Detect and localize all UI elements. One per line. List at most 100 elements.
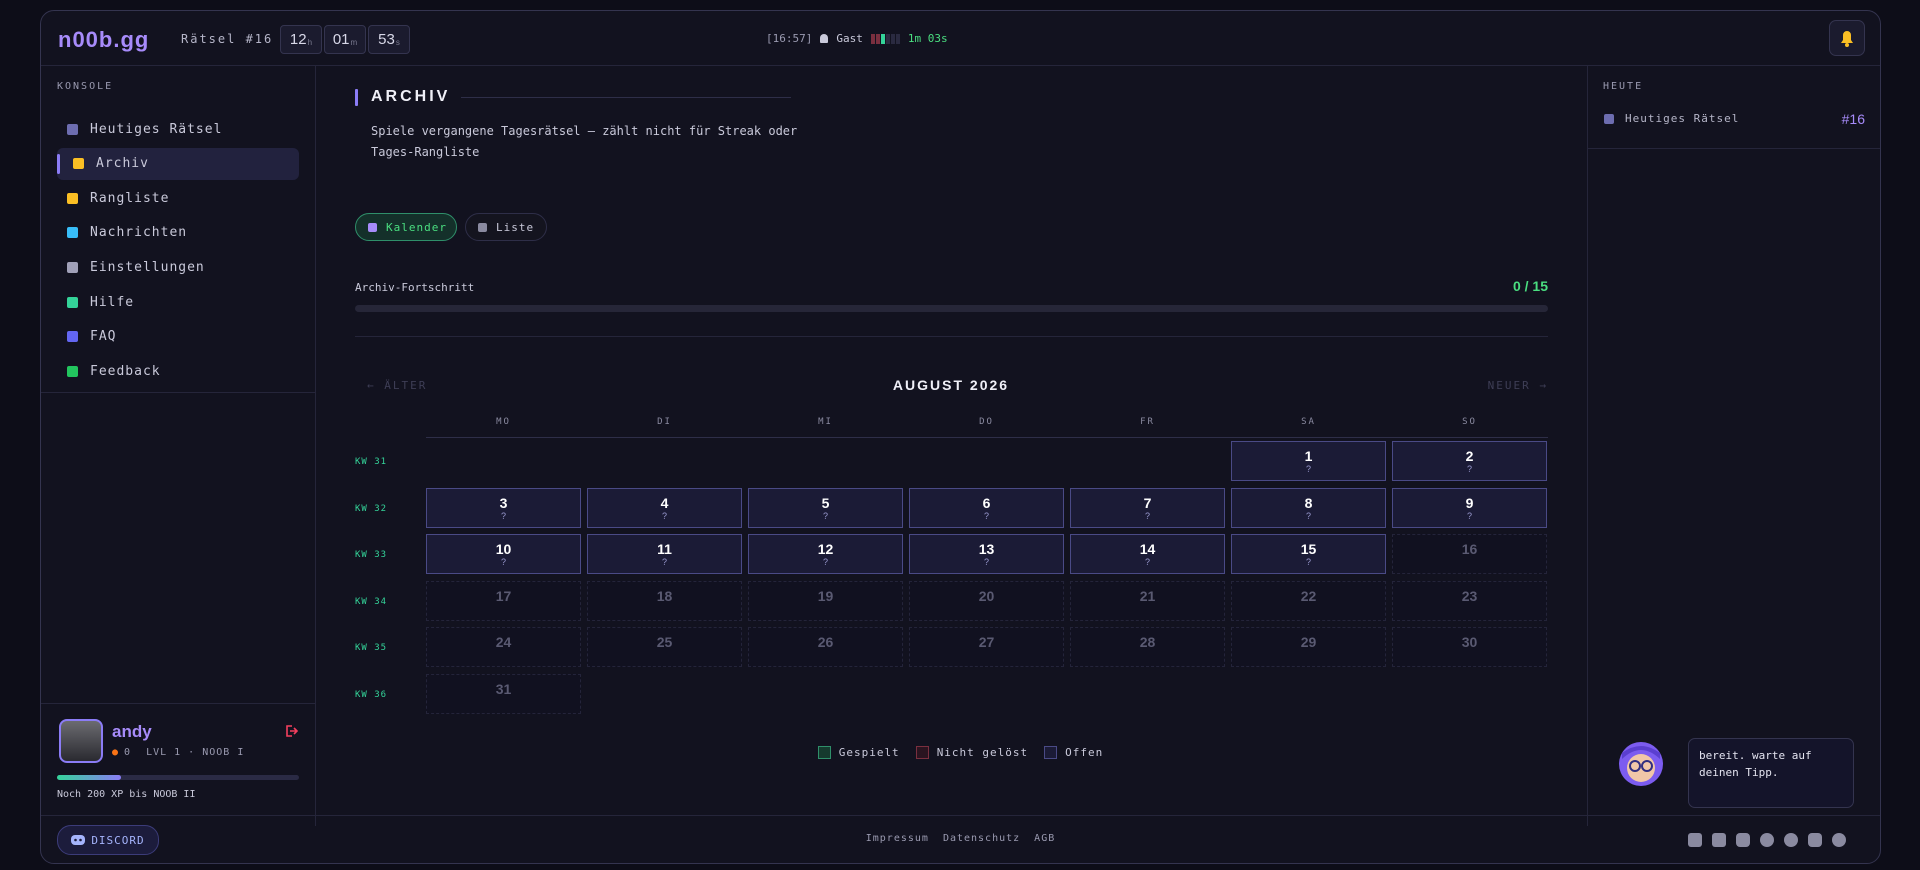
legend-label: Gespielt <box>838 746 900 759</box>
title-rule <box>461 97 791 98</box>
day-number: 18 <box>656 587 673 604</box>
day-cell[interactable]: 5? <box>748 487 903 528</box>
day-number: 29 <box>1300 634 1317 651</box>
day-cell: 17 <box>426 580 581 621</box>
nav-label: Heutiges Rätsel <box>90 121 223 137</box>
day-cell[interactable]: 13? <box>909 534 1064 575</box>
day-cell[interactable]: 4? <box>587 487 742 528</box>
timer-unit: m <box>350 37 358 47</box>
day-mark: ? <box>500 510 506 521</box>
timer-unit: h <box>307 37 313 47</box>
month: AUGUST 2026 <box>892 377 1010 393</box>
day-cell: 25 <box>587 627 742 668</box>
nav-label: Archiv <box>96 156 149 172</box>
footer-link[interactable]: Datenschutz <box>942 833 1021 844</box>
nav-divider <box>41 392 315 393</box>
day-number: 17 <box>495 587 512 604</box>
day-number: 15 <box>1300 541 1317 558</box>
day-cell: 16 <box>1392 534 1547 575</box>
nav-item[interactable]: Nachrichten <box>57 217 299 249</box>
today-item[interactable]: Heutiges Rätsel <box>1625 112 1740 125</box>
bell-button[interactable] <box>1829 20 1865 56</box>
week-label: KW 33 <box>355 550 388 561</box>
nav-icon <box>67 331 78 343</box>
sidebar-section: KONSOLE <box>57 81 114 92</box>
day-cell[interactable]: 11? <box>587 534 742 575</box>
nav-item[interactable]: Rangliste <box>57 182 299 214</box>
next-button[interactable]: NEUER → <box>1487 379 1548 392</box>
day-number: 27 <box>978 634 995 651</box>
legend-label: Nicht gelöst <box>936 746 1029 759</box>
day-number: 31 <box>495 681 512 697</box>
day-cell[interactable]: 1? <box>1231 441 1386 481</box>
weekday: FR <box>1140 417 1155 427</box>
day-cell: 29 <box>1231 627 1386 668</box>
avatar[interactable] <box>59 719 103 763</box>
title-accent <box>355 89 358 106</box>
social-instagram[interactable] <box>1736 833 1750 847</box>
day-mark: ? <box>983 510 989 521</box>
social-threads[interactable] <box>1784 833 1798 847</box>
day-cell[interactable]: 6? <box>909 487 1064 528</box>
weekday: MI <box>818 417 833 427</box>
tab[interactable]: Kalender <box>355 213 457 241</box>
day-cell[interactable]: 14? <box>1070 534 1225 575</box>
social-twitch[interactable] <box>1832 833 1846 847</box>
legend: Gespielt Nicht gelöst Offen <box>41 746 1880 759</box>
day-cell[interactable]: 10? <box>426 534 581 575</box>
bell-icon <box>1841 31 1853 47</box>
social-tiktok[interactable] <box>1688 833 1702 847</box>
day-cell: 22 <box>1231 580 1386 621</box>
day-number: 12 <box>817 541 834 558</box>
discord-button[interactable]: DISCORD <box>57 825 159 855</box>
day-cell[interactable]: 15? <box>1231 534 1386 575</box>
social-discord[interactable] <box>1808 833 1822 847</box>
day-mark: ? <box>1466 510 1472 521</box>
weekday-rule <box>426 437 1548 438</box>
day-cell[interactable]: 7? <box>1070 487 1225 528</box>
nav-item[interactable]: Hilfe <box>57 286 299 318</box>
day-cell[interactable]: 2? <box>1392 441 1547 481</box>
nav-item[interactable]: Einstellungen <box>57 251 299 283</box>
day-cell[interactable]: 8? <box>1231 487 1386 528</box>
social-icons <box>1688 833 1846 847</box>
logo[interactable]: n00b.gg <box>58 27 150 52</box>
day-cell: 19 <box>748 580 903 621</box>
day-cell[interactable]: 9? <box>1392 487 1547 528</box>
user: Gast <box>836 32 863 45</box>
social-youtube[interactable] <box>1712 833 1726 847</box>
footer-link[interactable]: Impressum <box>865 833 929 844</box>
right-section: HEUTE <box>1603 81 1644 92</box>
week-label: KW 35 <box>355 643 388 654</box>
day-number: 20 <box>978 587 995 604</box>
tab[interactable]: Liste <box>465 213 547 241</box>
sidebar-divider <box>315 66 316 826</box>
nav-item[interactable]: Heutiges Rätsel <box>57 113 299 145</box>
day-number: 9 <box>1465 494 1474 511</box>
nav-label: Hilfe <box>90 294 135 310</box>
xp-fill <box>57 775 121 780</box>
nav-icon <box>67 123 78 135</box>
user-divider <box>41 703 315 704</box>
day-cell[interactable]: 3? <box>426 487 581 528</box>
nav-item[interactable]: FAQ <box>57 321 299 353</box>
logout-icon[interactable] <box>284 724 298 738</box>
day-mark: ? <box>1144 510 1150 521</box>
weekday: DI <box>657 417 672 427</box>
prev-button[interactable]: ← ÄLTER <box>367 379 428 392</box>
day-mark: ? <box>1305 510 1311 521</box>
social-reddit[interactable] <box>1760 833 1774 847</box>
progress-value: 0 / 15 <box>1512 278 1548 294</box>
day-cell: 20 <box>909 580 1064 621</box>
day-number: 14 <box>1139 541 1156 558</box>
day-cell[interactable]: 12? <box>748 534 903 575</box>
nav-item[interactable]: Archiv <box>57 147 299 180</box>
footer-link[interactable]: AGB <box>1034 833 1056 844</box>
day-number: 4 <box>660 494 669 511</box>
tab-label: Liste <box>496 220 535 234</box>
nav-icon <box>67 296 78 308</box>
nav-active-bar <box>57 153 60 174</box>
nav-item[interactable]: Feedback <box>57 355 299 387</box>
day-cell: 18 <box>587 580 742 621</box>
